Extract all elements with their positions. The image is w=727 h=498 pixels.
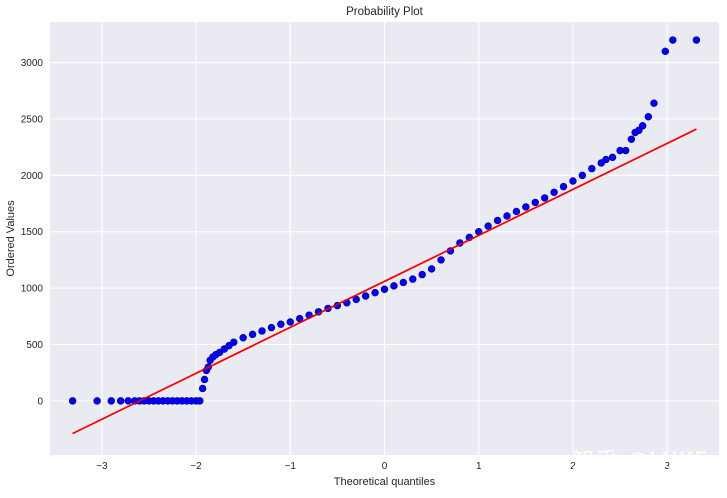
- data-point: [418, 270, 426, 279]
- y-tick-label: 1000: [21, 284, 44, 295]
- data-point: [390, 282, 398, 290]
- data-point: [248, 330, 257, 339]
- data-point: [239, 334, 247, 342]
- y-tick-label: 500: [26, 340, 43, 351]
- fit-line-overlay: [72, 128, 697, 435]
- x-axis-label: Theoretical quantiles: [334, 476, 436, 488]
- data-point: [230, 338, 238, 346]
- data-point: [661, 47, 669, 56]
- data-point: [669, 36, 677, 44]
- data-point: [484, 222, 492, 230]
- data-point: [540, 194, 549, 202]
- data-point: [550, 188, 558, 196]
- y-tick-label: 3000: [21, 58, 44, 69]
- x-tick-label: −1: [285, 461, 297, 472]
- y-tick-label: 2000: [21, 171, 44, 182]
- data-point: [196, 397, 204, 405]
- data-point: [622, 146, 630, 155]
- data-point: [578, 171, 587, 180]
- y-tick-label: 1500: [21, 227, 44, 238]
- data-point: [503, 212, 511, 220]
- y-tick-label: 0: [37, 396, 43, 407]
- data-point: [93, 397, 101, 405]
- data-point: [116, 397, 125, 405]
- data-point: [286, 318, 294, 326]
- data-point: [493, 216, 502, 225]
- chart-title: Probability Plot: [346, 6, 424, 18]
- data-point: [124, 397, 132, 405]
- x-tick-label: 2: [570, 461, 576, 472]
- y-axis-label: Ordered Values: [5, 200, 17, 277]
- x-tick-label: −3: [96, 461, 108, 472]
- data-point: [277, 320, 285, 328]
- data-point: [267, 323, 276, 332]
- y-tick-label: 2500: [21, 114, 44, 125]
- data-point: [437, 256, 445, 264]
- watermark: 知乎 @LUKE: [572, 449, 709, 474]
- data-point: [258, 327, 266, 335]
- data-point: [427, 265, 436, 273]
- data-point: [371, 288, 379, 297]
- data-point: [399, 278, 408, 287]
- data-point: [198, 384, 207, 393]
- data-point: [559, 182, 568, 191]
- data-point: [644, 113, 653, 121]
- x-tick-label: 1: [476, 461, 482, 472]
- data-point: [692, 36, 701, 44]
- x-tick-label: 0: [382, 461, 388, 472]
- data-point: [68, 397, 77, 405]
- x-tick-label: −2: [190, 461, 202, 472]
- data-point: [531, 198, 539, 207]
- data-point: [200, 375, 209, 384]
- data-point: [588, 164, 596, 173]
- data-point: [627, 135, 636, 143]
- data-point: [569, 177, 577, 185]
- x-tick-label: 3: [664, 461, 670, 472]
- data-point: [650, 99, 658, 107]
- data-point: [602, 155, 610, 164]
- data-point: [608, 153, 617, 162]
- data-point: [522, 203, 530, 211]
- data-point: [361, 292, 370, 300]
- data-point: [409, 275, 417, 283]
- data-point: [107, 397, 115, 405]
- data-point: [638, 122, 647, 130]
- data-point: [380, 285, 389, 293]
- data-point: [512, 207, 521, 216]
